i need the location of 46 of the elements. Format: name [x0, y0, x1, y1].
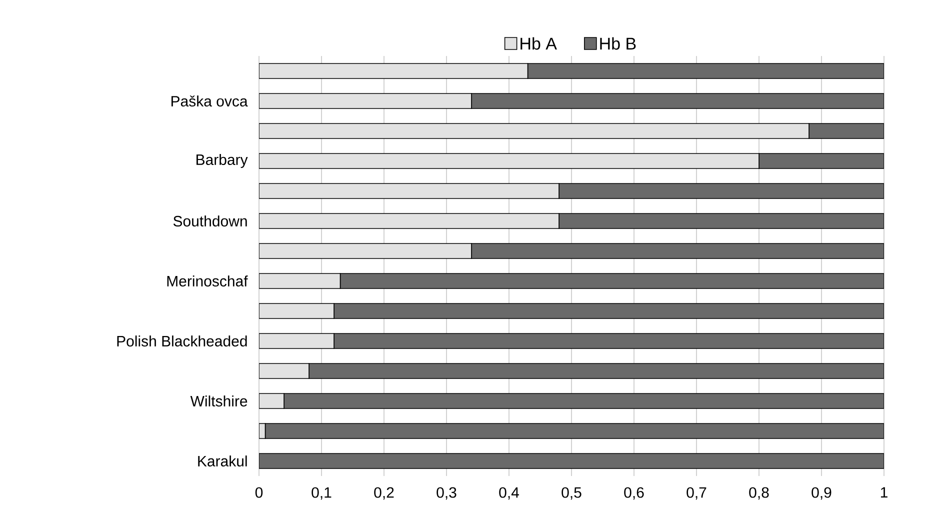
- bar: [259, 393, 284, 409]
- bar: [259, 273, 341, 289]
- bar: [264, 423, 884, 439]
- x-tick-label: 1: [880, 487, 888, 498]
- bar: [308, 363, 884, 379]
- x-tick-label: 0,3: [436, 487, 456, 500]
- legend-label: Hb A: [520, 37, 557, 50]
- y-tick-label: Paška ovca: [171, 95, 248, 107]
- y-tick-label: Barbary: [196, 154, 248, 168]
- y-tick-label: Merinoschaf: [167, 275, 248, 286]
- bar: [259, 333, 334, 349]
- x-tick-label: 0,9: [812, 487, 832, 500]
- bar: [259, 183, 560, 199]
- bar: [259, 153, 760, 169]
- bar: [259, 243, 472, 259]
- bar: [259, 363, 310, 379]
- bar: [259, 123, 810, 139]
- bar: [259, 63, 528, 79]
- x-tick-label: 0,8: [749, 487, 769, 500]
- x-tick-label: 0,7: [686, 487, 706, 500]
- bar: [284, 393, 884, 409]
- x-tick-label: 0,6: [624, 487, 644, 500]
- bar: [758, 153, 884, 169]
- x-tick-label: 0: [255, 487, 263, 498]
- bar: [471, 243, 884, 259]
- x-tick-label: 0,4: [499, 487, 519, 500]
- bar: [558, 213, 884, 229]
- bar: [558, 183, 884, 199]
- y-tick-label: Polish Blackheaded: [117, 335, 247, 346]
- bar: [340, 273, 884, 289]
- bar: [259, 93, 472, 109]
- bar: [808, 123, 884, 139]
- x-tick-label: 0,2: [374, 487, 394, 500]
- bar: [334, 303, 884, 319]
- bar: [259, 453, 884, 469]
- bar: [334, 333, 884, 349]
- bar: [259, 303, 334, 319]
- bar: [471, 93, 884, 109]
- x-tick-label: 0,1: [312, 487, 332, 500]
- y-tick-label: Karakul: [198, 455, 247, 466]
- bar: [259, 213, 560, 229]
- bar: [527, 63, 884, 79]
- y-tick-label: Southdown: [173, 215, 247, 226]
- y-tick-label: Wiltshire: [190, 395, 248, 406]
- legend-label: Hb B: [600, 37, 636, 50]
- x-tick-label: 0,5: [562, 487, 582, 500]
